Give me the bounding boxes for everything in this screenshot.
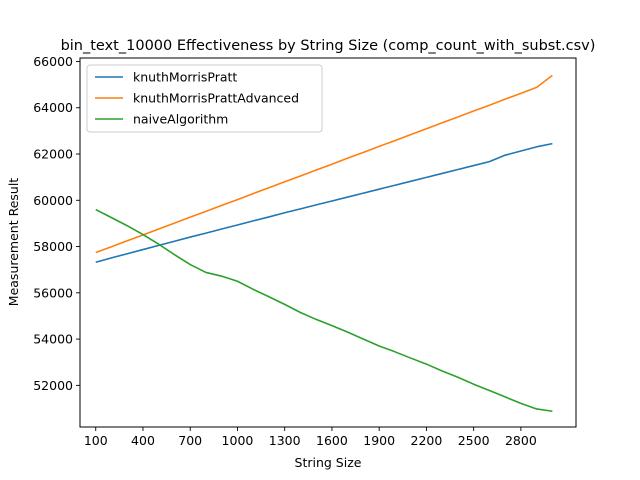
y-axis-label: Measurement Result	[6, 178, 21, 307]
x-axis-label: String Size	[295, 455, 362, 470]
legend-entry-2: naiveAlgorithm	[133, 112, 228, 127]
y-tick-label-3: 58000	[33, 239, 73, 254]
series-line-0	[95, 142, 553, 264]
y-tick-label-0: 52000	[33, 378, 73, 393]
legend-box	[86, 64, 323, 133]
y-axis: 52000 54000 56000 58000 60000 62000 64000 66000	[33, 54, 80, 393]
y-tick-label-1: 54000	[33, 332, 73, 347]
legend: knuthMorrisPratt knuthMorrisPrattAdvanced…	[86, 64, 323, 133]
x-tick-label-4: 1300	[269, 433, 301, 448]
plot-frame	[79, 57, 577, 428]
legend-entry-1: knuthMorrisPrattAdvanced	[133, 91, 299, 106]
plot-lines	[95, 74, 553, 413]
x-tick-label-2: 700	[178, 433, 202, 448]
x-axis: 100 400 700 1000 1300 1600 1900 2200 2500 2800	[84, 427, 537, 448]
x-tick-label-1: 400	[131, 433, 155, 448]
y-tick-label-7: 66000	[33, 54, 73, 69]
y-tick-label-2: 56000	[33, 285, 73, 300]
series-line-2	[95, 208, 553, 413]
x-tick-label-6: 1900	[363, 433, 395, 448]
x-tick-label-9: 2800	[505, 433, 537, 448]
x-tick-label-0: 100	[84, 433, 108, 448]
y-tick-label-4: 60000	[33, 193, 73, 208]
y-tick-label-6: 64000	[33, 100, 73, 115]
x-tick-label-5: 1600	[316, 433, 348, 448]
chart-title: bin_text_10000 Effectiveness by String S…	[61, 38, 596, 54]
series-line-1	[95, 74, 553, 254]
x-tick-label-8: 2500	[458, 433, 490, 448]
y-tick-label-5: 62000	[33, 147, 73, 162]
x-tick-label-7: 2200	[411, 433, 443, 448]
x-tick-label-3: 1000	[222, 433, 254, 448]
legend-entry-0: knuthMorrisPratt	[133, 70, 237, 85]
